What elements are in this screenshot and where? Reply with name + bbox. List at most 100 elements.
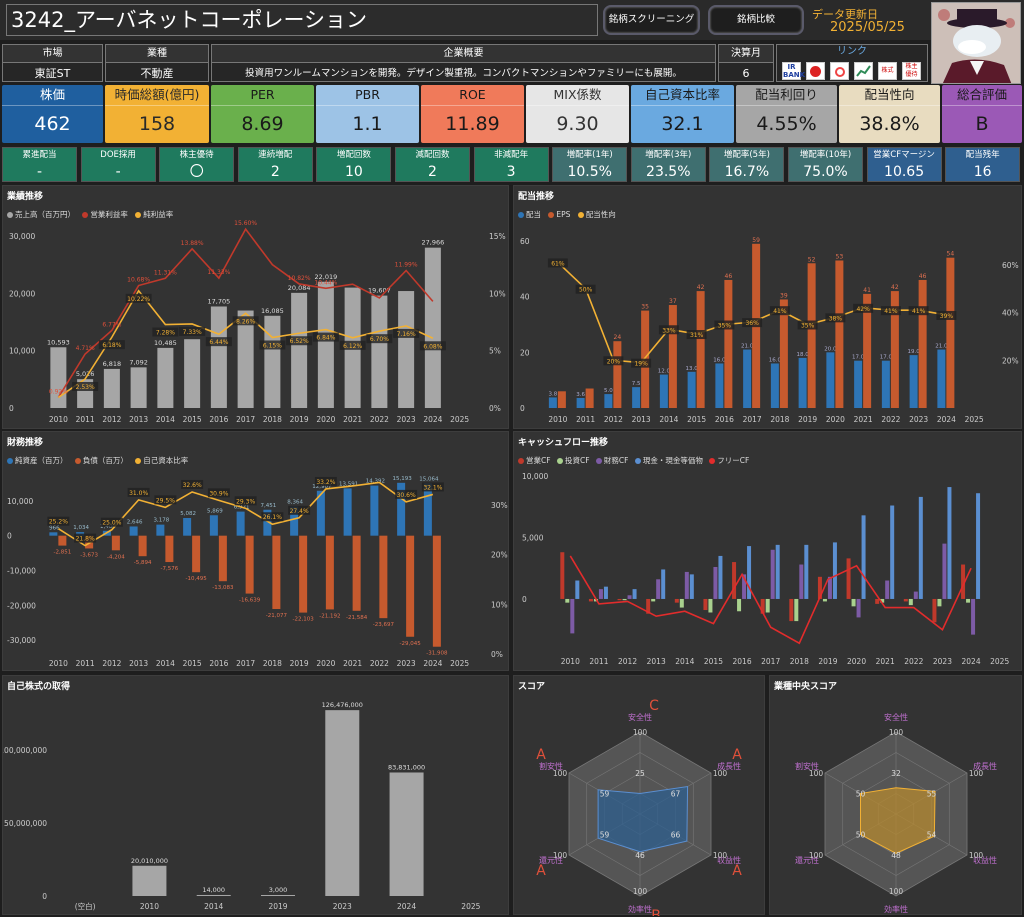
net-margin-label: 6.84% (316, 335, 335, 342)
screening-button[interactable]: 銘柄スクリーニング (603, 5, 700, 35)
radar-grade: A (732, 863, 742, 879)
mascot-image (931, 2, 1021, 84)
sales-data-label: 19,607 (368, 287, 391, 295)
equity-label: 14,392 (366, 479, 385, 485)
kpi-box: PER 8.69 (211, 85, 314, 143)
x-tick-label: 2011 (589, 657, 608, 666)
radar-axis-label: 効率性 (628, 904, 652, 914)
eps-bar (585, 388, 594, 408)
op-cf-bar (617, 598, 622, 601)
buyback-panel: 自己株式の取得 0 50,000,000 100,000,000 (空白) 2010 20… (2, 675, 509, 915)
compare-button[interactable]: 銘柄比較 (708, 5, 804, 35)
y-tick-label: 20,000 (9, 289, 35, 298)
x-tick-label: 2023 (397, 415, 416, 424)
x-tick-label: 2022 (904, 657, 923, 666)
legend-fcf: フリーCF (717, 456, 750, 465)
y2-tick-label: 40% (1002, 309, 1019, 318)
eps-label: 42 (697, 284, 705, 291)
stat-value: 〇 (189, 164, 204, 180)
fy-box: 決算月 6 (718, 44, 774, 82)
label-bg (259, 340, 286, 350)
radar-area (597, 785, 689, 853)
eps-bar (863, 293, 872, 408)
x-tick-label: 2014 (204, 902, 223, 911)
fin-cf-bar (627, 595, 632, 599)
x-tick-label: 2014 (156, 659, 175, 668)
dividend-legend: 配当 EPS 配当性向 (518, 209, 616, 220)
legend-equity: 純資産（百万） (15, 456, 68, 465)
label-bg (769, 306, 790, 316)
kpi-box: 時価総額(億円) 158 (105, 85, 209, 143)
kpi-label: ROE (421, 85, 524, 106)
stat-value: 75.0% (803, 164, 848, 180)
y2-tick-label: 0% (491, 650, 503, 659)
dividend-label: 20.0 (824, 346, 837, 352)
legend-dividend: 配当 (526, 210, 541, 219)
stat-box: 累進配当 - (2, 147, 77, 182)
label-bg (658, 325, 679, 335)
x-tick-label: 2014 (675, 657, 694, 666)
payout-label: 38% (829, 315, 843, 322)
yahoo-link-icon[interactable]: 株式 (878, 62, 897, 80)
ratio-label: 29.3% (236, 498, 255, 505)
label-bg (98, 340, 125, 350)
label-bg (686, 330, 707, 340)
buyback-bar (261, 894, 295, 896)
kpi-label: PER (211, 85, 314, 106)
kpi-box: 自己資本比率 32.1 (631, 85, 734, 143)
industry-value: 不動産 (140, 67, 174, 80)
legend-net-margin: 純利益率 (143, 210, 174, 219)
op-cf-bar (703, 598, 708, 611)
radar-axis-label: 割安性 (539, 761, 563, 771)
x-tick-label: (空白) (75, 901, 96, 911)
y2-tick-label: 20% (1002, 356, 1019, 365)
performance-panel: 業績推移 売上高（百万円） 営業利益率 純利益率 0 10,000 20,000 30… (2, 185, 509, 429)
kabutan-link-icon[interactable] (806, 62, 825, 80)
sales-data-label: 6,818 (103, 360, 122, 368)
stat-value: - (115, 164, 121, 180)
radar-max-label: 100 (553, 769, 568, 778)
ratio-label: 25.0% (102, 520, 121, 527)
kpi-label: 自己資本比率 (631, 85, 734, 106)
dividend-label: 3.8 (549, 391, 558, 397)
label-bg (395, 489, 418, 499)
ratio-label: 32.1% (423, 484, 442, 491)
x-tick-label: 2013 (129, 659, 148, 668)
x-tick-label: 2025 (450, 659, 469, 668)
equity-label: 13,591 (339, 481, 358, 487)
label-bg (205, 337, 232, 347)
buyback-bar (196, 894, 231, 896)
x-tick-label: 2016 (715, 415, 734, 424)
eps-bar (779, 299, 788, 408)
op-cf-bar (646, 598, 651, 614)
kpi-label: 配当性向 (839, 85, 940, 106)
inv-cf-bar (622, 598, 627, 601)
liab-bar (432, 535, 441, 647)
y2-tick-label: 60% (1002, 261, 1019, 270)
y-tick-label: -30,000 (7, 636, 36, 645)
radar-grade: A (536, 863, 546, 879)
fy-value: 6 (742, 67, 750, 80)
performance-chart: 0 10,000 20,000 30,000 0% 5% 10% 15% 2010 10,593 2… (9, 220, 506, 424)
cash-bar (832, 542, 837, 599)
sales-bar (424, 247, 441, 408)
liab-bar (299, 535, 308, 613)
liab-bar (111, 535, 120, 551)
dividend-label: 19.0 (908, 349, 921, 355)
sales-data-label: 20,084 (288, 284, 311, 292)
financial-panel: 財務推移 純資産（百万） 負債（百万） 自己資本比率 -30,000 -20,00… (2, 431, 509, 671)
label-bg (419, 341, 446, 351)
eps-bar (557, 391, 566, 408)
eps-label: 41 (863, 287, 871, 294)
fy-label: 決算月 (719, 45, 773, 63)
chart-link-icon[interactable] (854, 62, 873, 80)
stat-box: 増配率(1年) 10.5% (552, 147, 628, 182)
irbank-link-icon[interactable]: IR BANK (782, 62, 806, 80)
cash-bar (661, 569, 666, 599)
financial-chart: -30,000 -20,000 -10,000 0 10,000 0% 10% 20% 30% 2… (7, 476, 508, 668)
yutai-link-icon[interactable]: 株主 優待 (902, 62, 921, 80)
stat-label: 増配率(10年) (799, 150, 852, 160)
sales-data-label: 5,026 (76, 370, 95, 378)
minkabu-link-icon[interactable] (830, 62, 849, 80)
